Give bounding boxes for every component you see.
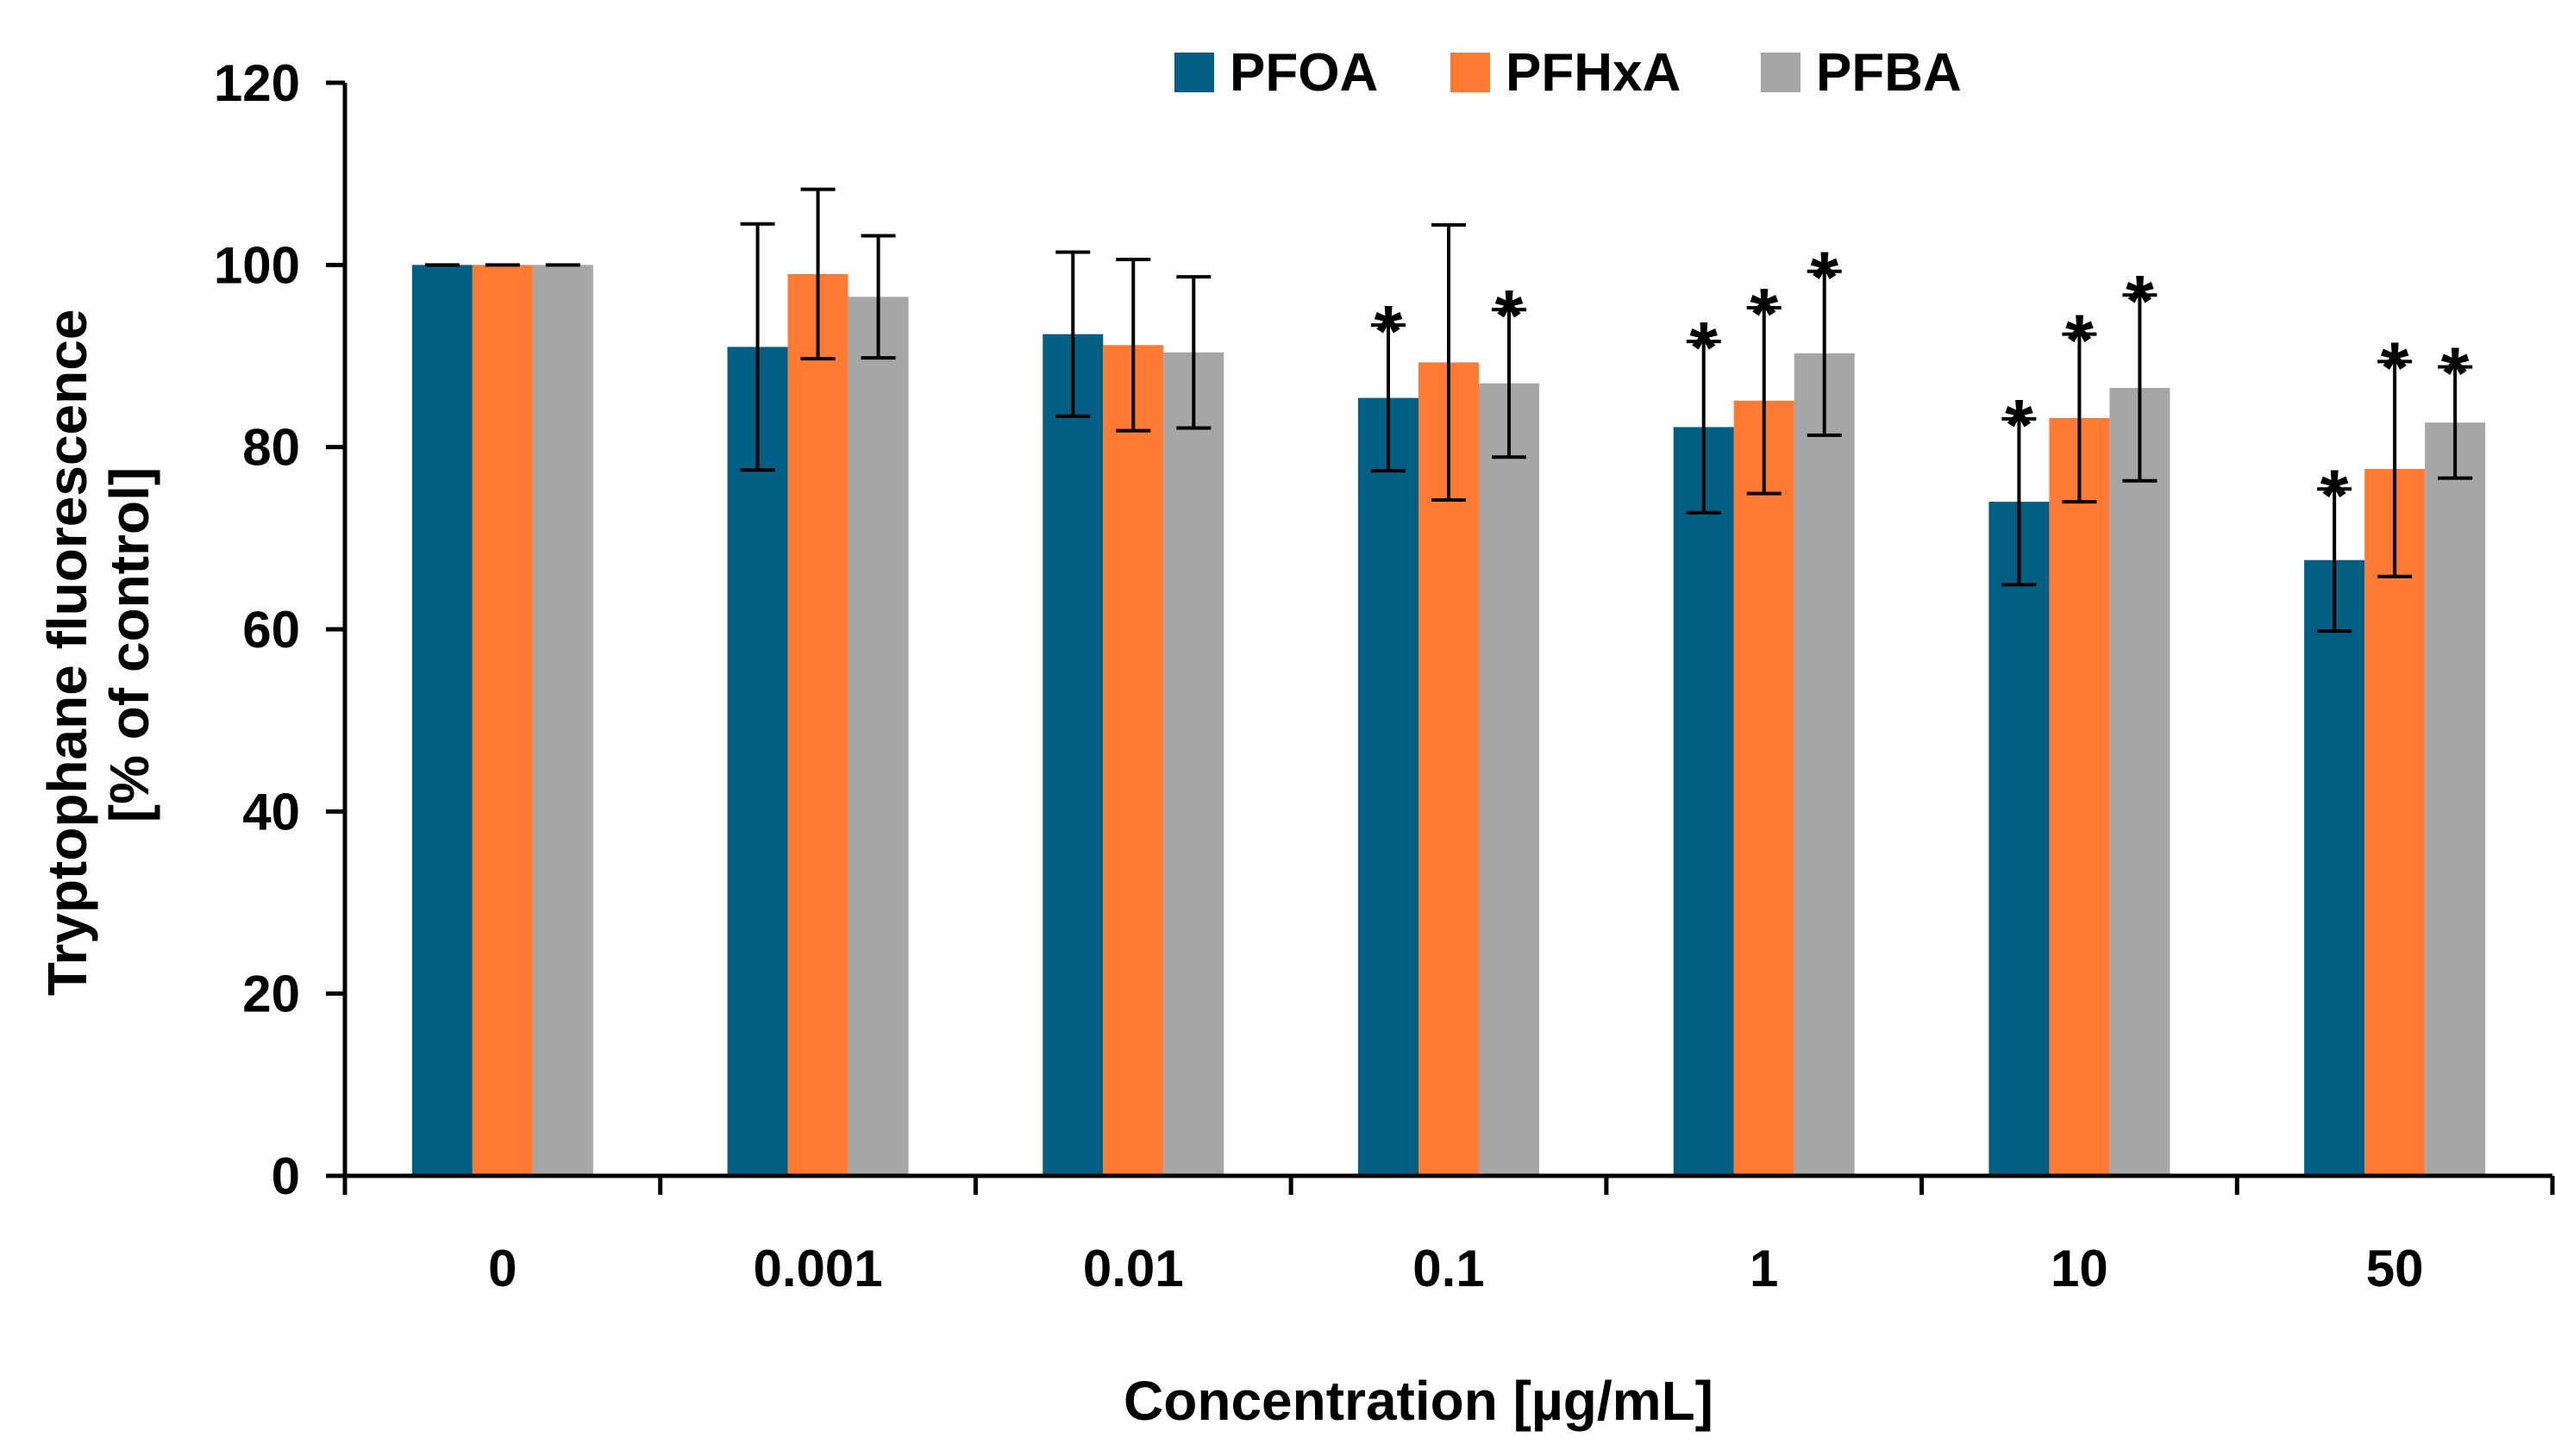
significance-star: *	[2441, 333, 2470, 414]
x-tick-label: 0.001	[753, 1240, 882, 1297]
bar-pfba-0.01	[1163, 352, 1224, 1177]
legend-label-pfoa: PFOA	[1230, 43, 1378, 103]
legend-label-pfba: PFBA	[1816, 43, 1962, 103]
legend-swatch-pfhxa	[1450, 53, 1490, 92]
y-axis-title-line2: [% of control]	[98, 467, 160, 822]
bar-pfba-0	[532, 265, 593, 1176]
y-tick-label: 20	[242, 965, 300, 1023]
significance-star: *	[1375, 291, 1403, 372]
bar-pfhxa-0	[472, 265, 533, 1176]
bar-pfoa-0.01	[1043, 334, 1104, 1176]
significance-star: *	[2065, 300, 2094, 381]
y-tick-label: 80	[242, 419, 300, 477]
y-tick-label: 0	[272, 1147, 300, 1205]
significance-star: *	[2126, 260, 2154, 341]
x-tick-label: 0.01	[1083, 1240, 1184, 1297]
y-tick-label: 120	[214, 54, 300, 112]
bar-pfba-1	[1794, 353, 1855, 1177]
y-axis: 0 20 40 60 80 100 120	[214, 54, 348, 1205]
bar-pfhxa-50	[2364, 469, 2426, 1176]
significance-star: *	[1689, 307, 1718, 388]
bar-pfoa-10	[1988, 502, 2050, 1176]
bar-pfhxa-10	[2049, 417, 2110, 1176]
significance-star: *	[2320, 454, 2349, 535]
x-tick-label: 50	[2366, 1240, 2424, 1297]
x-tick-label: 0	[488, 1240, 517, 1297]
bar-pfba-10	[2109, 387, 2170, 1176]
x-tick-label: 0.1	[1412, 1240, 1484, 1297]
legend-item-pfba: PFBA	[1761, 43, 1962, 103]
x-axis-title: Concentration [µg/mL]	[1124, 1370, 1713, 1432]
bar-pfba-0.001	[848, 297, 909, 1177]
bar-pfoa-1	[1673, 427, 1734, 1176]
significance-star: *	[2005, 384, 2033, 466]
y-tick-label: 40	[242, 783, 300, 840]
bar-pfoa-0	[411, 265, 473, 1176]
bar-pfoa-0.001	[727, 347, 788, 1176]
bar-pfhxa-0.01	[1103, 345, 1164, 1176]
bar-pfhxa-1	[1733, 400, 1794, 1176]
significance-star: *	[1750, 273, 1778, 354]
bar-pfoa-50	[2304, 559, 2365, 1176]
bar-pfba-0.1	[1479, 383, 1539, 1176]
significance-star: *	[2381, 327, 2409, 408]
bar-pfhxa-0.001	[787, 273, 849, 1176]
legend-label-pfhxa: PFHxA	[1506, 43, 1681, 103]
bars: * * * * * * * * * * *	[411, 187, 2486, 1177]
legend: PFOA PFHxA PFBA	[1174, 43, 1962, 103]
bar-pfba-50	[2425, 422, 2486, 1176]
bar-pfoa-0.1	[1358, 397, 1418, 1176]
y-axis-title-line1: Tryptophane fluorescence	[36, 309, 98, 997]
legend-swatch-pfba	[1761, 53, 1800, 92]
legend-item-pfoa: PFOA	[1174, 43, 1378, 103]
legend-item-pfhxa: PFHxA	[1450, 43, 1681, 103]
significance-star: *	[1810, 237, 1838, 318]
y-tick-label: 100	[214, 236, 300, 294]
legend-swatch-pfoa	[1174, 53, 1214, 92]
y-axis-title: Tryptophane fluorescence [% of control]	[36, 294, 160, 996]
x-tick-label: 10	[2051, 1240, 2108, 1297]
significance-star: *	[1495, 275, 1524, 356]
x-tick-label: 1	[1750, 1240, 1778, 1297]
x-axis: 0 0.001 0.01 0.1 1 10 50	[342, 1173, 2555, 1297]
y-tick-label: 60	[242, 601, 300, 659]
